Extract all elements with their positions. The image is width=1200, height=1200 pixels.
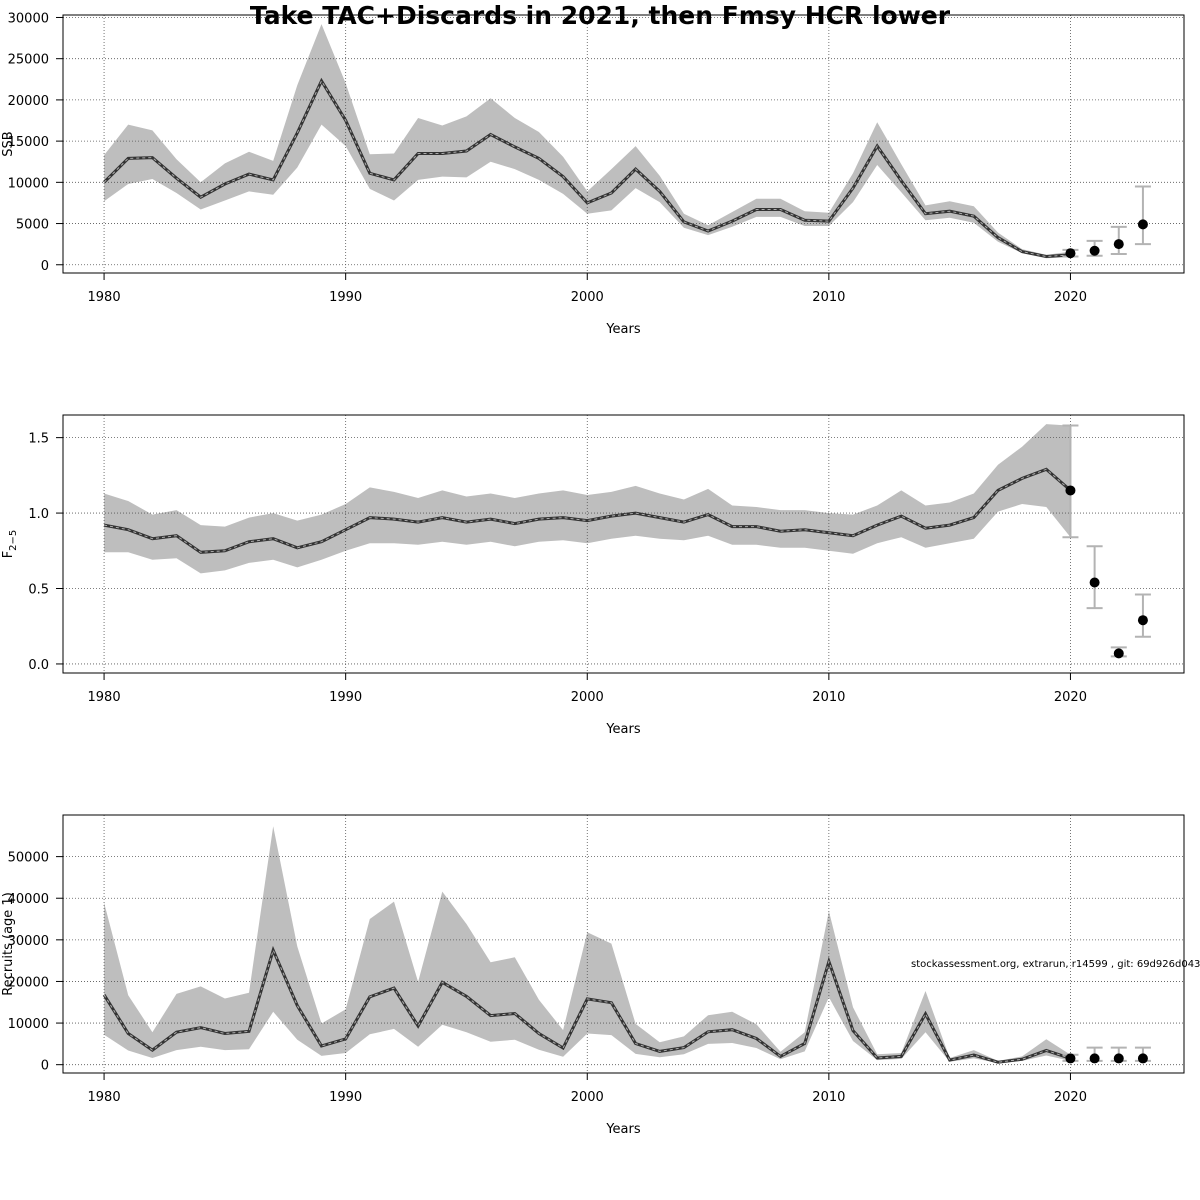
y-tick-label: 20000 — [8, 94, 49, 109]
forecast-point-2020 — [1065, 1053, 1076, 1064]
forecast-point-2023 — [1137, 1053, 1148, 1064]
y-tick-label: 1.5 — [28, 432, 49, 447]
y-axis-label: F2−5 — [1, 530, 19, 559]
y-tick-label: 40000 — [8, 892, 49, 907]
y-tick-label: 30000 — [8, 11, 49, 26]
forecast-point-2022 — [1113, 648, 1124, 659]
x-tick-label: 2000 — [571, 290, 604, 305]
y-tick-label: 30000 — [8, 934, 49, 949]
x-tick-label: 2020 — [1054, 290, 1087, 305]
estimate-line-dash-2 — [104, 468, 1071, 553]
y-tick-label: 10000 — [8, 176, 49, 191]
forecast-point-2021 — [1089, 245, 1100, 256]
x-tick-label: 1990 — [329, 690, 362, 705]
y-tick-label: 0.5 — [28, 583, 49, 598]
x-tick-label: 1990 — [329, 290, 362, 305]
x-tick-label: 2020 — [1054, 690, 1087, 705]
y-tick-label: 0 — [41, 1059, 49, 1074]
plot-frame-2 — [62, 414, 1185, 674]
y-tick-label: 15000 — [8, 135, 49, 150]
y-tick-label: 20000 — [8, 975, 49, 990]
y-tick-label: 5000 — [16, 218, 49, 233]
x-tick-label: 2020 — [1054, 1090, 1087, 1105]
x-tick-label: 2010 — [812, 690, 845, 705]
y-tick-label: 25000 — [8, 53, 49, 68]
plot-frame-3 — [62, 814, 1185, 1074]
estimate-line-dash-3 — [103, 948, 1071, 1063]
x-tick-label: 2010 — [812, 290, 845, 305]
forecast-point-2021 — [1089, 577, 1100, 588]
x-tick-label: 1990 — [329, 1090, 362, 1105]
x-tick-label: 1980 — [88, 690, 121, 705]
forecast-point-2020 — [1065, 248, 1076, 259]
y-axis-label: SSB — [1, 131, 16, 156]
confidence-band-2 — [104, 424, 1071, 574]
forecast-point-2023 — [1137, 219, 1148, 230]
x-axis-label: Years — [605, 722, 641, 737]
footnote-text: stockassessment.org, extrarun, r14599 , … — [911, 959, 1200, 970]
forecast-point-2022 — [1113, 1053, 1124, 1064]
forecast-point-2023 — [1137, 615, 1148, 626]
x-tick-label: 2010 — [812, 1090, 845, 1105]
forecast-point-2022 — [1113, 239, 1124, 250]
x-tick-label: 1980 — [88, 290, 121, 305]
y-axis-label: Recruits (age 1) — [1, 892, 16, 996]
plot-frame-1 — [62, 14, 1185, 274]
y-tick-label: 0 — [41, 259, 49, 274]
x-tick-label: 1980 — [88, 1090, 121, 1105]
x-axis-label: Years — [605, 322, 641, 337]
x-tick-label: 2000 — [571, 1090, 604, 1105]
x-tick-label: 2000 — [571, 690, 604, 705]
y-tick-label: 1.0 — [28, 507, 49, 522]
y-tick-label: 50000 — [8, 851, 49, 866]
x-axis-label: Years — [605, 1122, 641, 1137]
estimate-line-dash-1 — [103, 79, 1071, 258]
chart-title: Take TAC+Discards in 2021, then Fmsy HCR… — [249, 1, 951, 30]
y-tick-label: 10000 — [8, 1017, 49, 1032]
y-tick-label: 0.0 — [28, 658, 49, 673]
forecast-point-2021 — [1089, 1053, 1100, 1064]
forecast-point-2020 — [1065, 485, 1076, 496]
